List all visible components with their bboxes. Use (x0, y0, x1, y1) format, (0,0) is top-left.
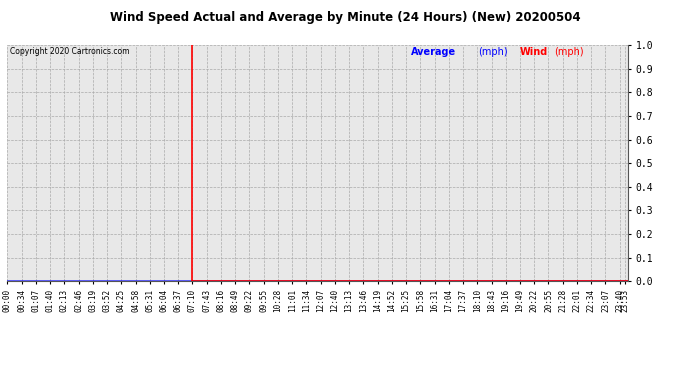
Text: (mph): (mph) (478, 47, 508, 57)
Text: (mph): (mph) (554, 47, 584, 57)
Text: Wind: Wind (520, 47, 548, 57)
Text: Average: Average (411, 47, 455, 57)
Text: Wind Speed Actual and Average by Minute (24 Hours) (New) 20200504: Wind Speed Actual and Average by Minute … (110, 11, 580, 24)
Text: Copyright 2020 Cartronics.com: Copyright 2020 Cartronics.com (10, 47, 130, 56)
